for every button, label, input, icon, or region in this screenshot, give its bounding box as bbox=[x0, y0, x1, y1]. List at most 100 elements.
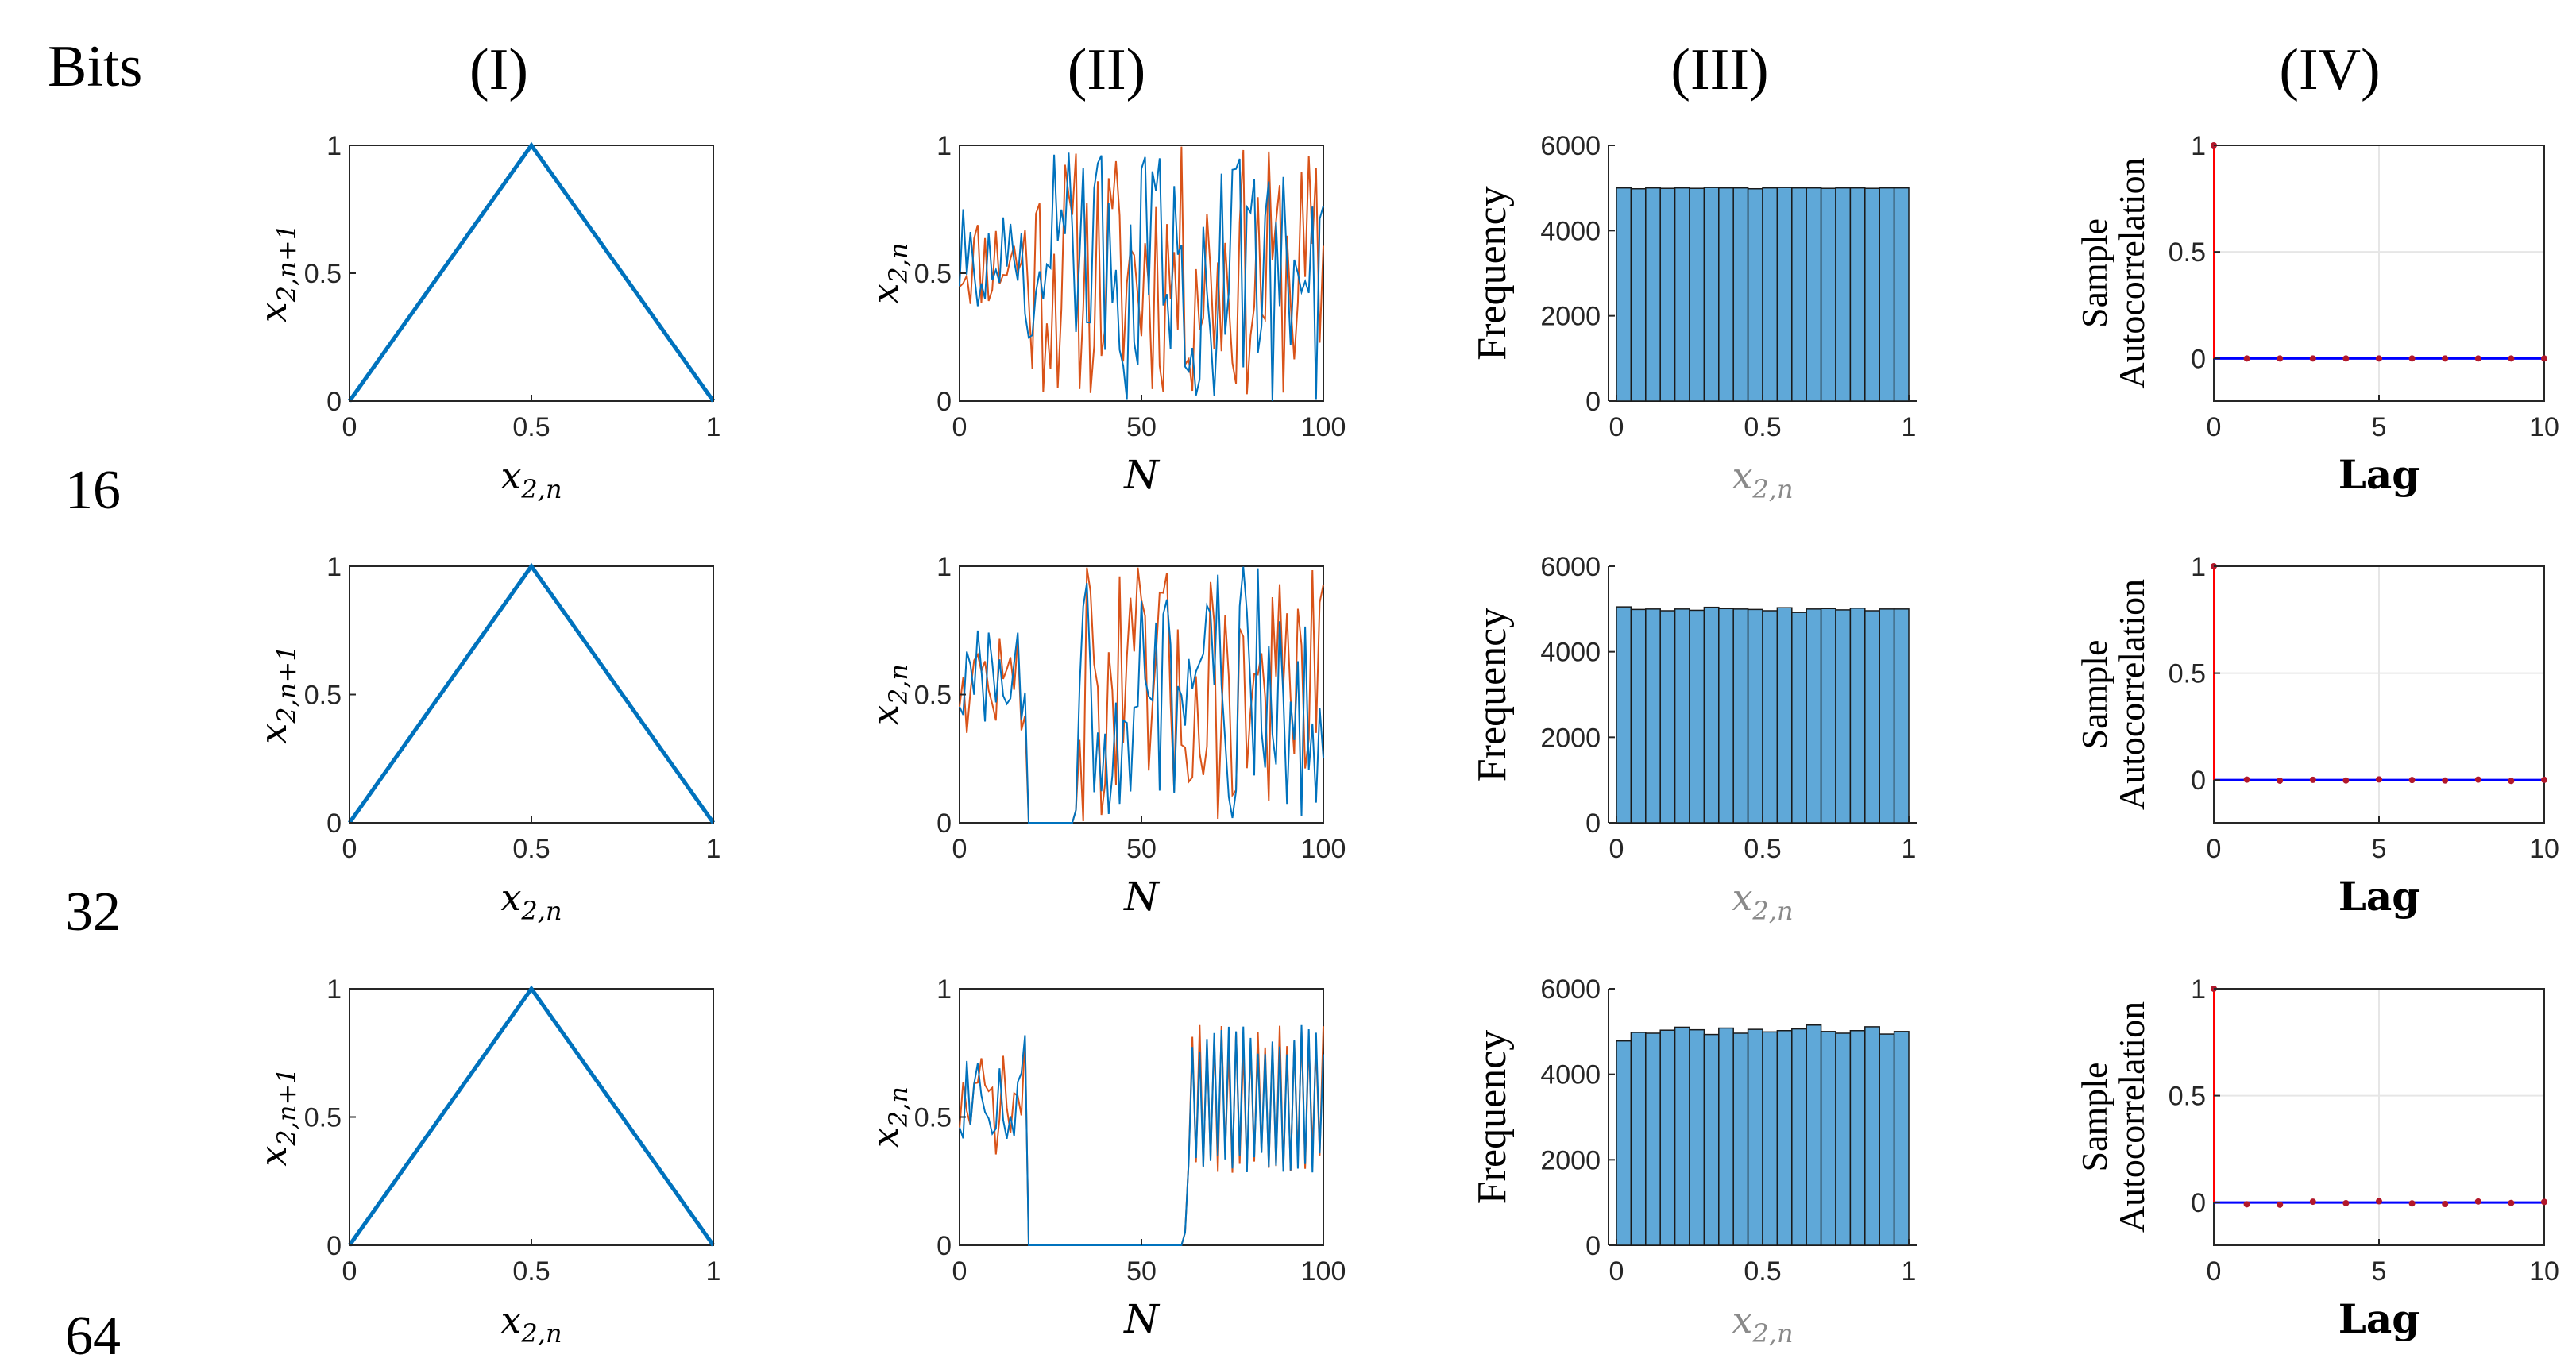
tent-panel-1-xtick-label: 0 bbox=[342, 412, 357, 442]
trajectory-panel-1-series-2 bbox=[959, 152, 1324, 401]
tent-panel-2-ytick-label: 0.5 bbox=[304, 681, 342, 711]
histogram-panel-1-bar bbox=[1835, 187, 1852, 402]
tent-panel-3-frame bbox=[349, 988, 714, 1246]
tent-panel-1-xtick-label: 1 bbox=[706, 412, 721, 442]
histogram-panel-3-ytick-label: 4000 bbox=[1540, 1060, 1601, 1090]
histogram-panel-2-xlabel: x2,n bbox=[1732, 876, 1793, 926]
acf-panel-1-xtick-label: 0 bbox=[2207, 412, 2222, 442]
tent-panel-3-ylabel: x2,n+1 bbox=[252, 1067, 302, 1166]
histogram-panel-3-bar bbox=[1879, 1033, 1895, 1246]
histogram-panel-1-bar bbox=[1806, 187, 1822, 402]
histogram-panel-1-bar bbox=[1645, 187, 1661, 402]
tent-panel-3-ytick-label: 1 bbox=[326, 974, 342, 1005]
histogram-panel-2-bar bbox=[1616, 606, 1632, 824]
histogram-panel-3-xtick-label: 0.5 bbox=[1744, 1256, 1781, 1287]
acf-panel-1-point bbox=[2309, 355, 2316, 362]
acf-panel-2-ytick-label: 0.5 bbox=[2169, 659, 2206, 689]
acf-panel-1-point bbox=[2508, 355, 2515, 362]
histogram-panel-2-ytick-label: 6000 bbox=[1540, 552, 1601, 582]
column-title-i: (I) bbox=[469, 37, 528, 102]
tent-panel-3-tent-line bbox=[347, 985, 716, 1247]
acf-panel-2-point bbox=[2541, 776, 2547, 783]
histogram-panel-1-bar bbox=[1732, 187, 1749, 402]
histogram-panel-1-bar bbox=[1616, 187, 1632, 402]
acf-panel-3-ytick-label: 0 bbox=[2191, 1188, 2206, 1218]
histogram-panel-1-bar bbox=[1879, 187, 1895, 402]
trajectory-panel-3-xtick-label: 100 bbox=[1301, 1256, 1346, 1287]
acf-panel-3-point bbox=[2277, 1201, 2284, 1208]
tent-panel-2-xtick-label: 0 bbox=[342, 834, 357, 864]
histogram-panel-1-xtick-label: 1 bbox=[1902, 412, 1917, 442]
trajectory-panel-1-ylabel: x2,n bbox=[863, 242, 913, 303]
tent-panel-2-ytick-label: 0 bbox=[326, 808, 342, 839]
acf-panel-3-point bbox=[2508, 1199, 2515, 1206]
acf-panel-3-point bbox=[2376, 1198, 2382, 1205]
tent-panel-1-frame bbox=[349, 145, 714, 402]
acf-panel-2-xtick-label: 5 bbox=[2372, 834, 2387, 864]
acf-panel-1-point bbox=[2243, 355, 2250, 362]
histogram-panel-3-bar bbox=[1806, 1024, 1822, 1246]
histogram-panel-1-xlabel: x2,n bbox=[1732, 454, 1793, 504]
histogram-panel-3-bar bbox=[1893, 1031, 1910, 1246]
histogram-panel-2-bar bbox=[1879, 608, 1895, 824]
trajectory-panel-3-xtick-label: 50 bbox=[1126, 1256, 1157, 1287]
trajectory-panel-2-xtick-label: 50 bbox=[1126, 834, 1157, 864]
acf-panel-2-point bbox=[2243, 776, 2250, 783]
acf-panel-1-ytick-label: 1 bbox=[2191, 131, 2206, 161]
tent-panel-2-xtick-label: 1 bbox=[706, 834, 721, 864]
histogram-panel-2-bar bbox=[1689, 609, 1705, 824]
trajectory-panel-2-series-2 bbox=[959, 566, 1324, 824]
acf-panel-2-xlabel: Lag bbox=[2338, 873, 2420, 920]
histogram-panel-1-bar bbox=[1703, 187, 1720, 402]
trajectory-panel-1-xtick-label: 100 bbox=[1301, 412, 1346, 442]
histogram-panel-2-xtick-label: 0 bbox=[1609, 834, 1624, 864]
histogram-panel-2-bar bbox=[1864, 610, 1880, 824]
histogram-panel-3-bar bbox=[1849, 1030, 1866, 1246]
acf-panel-1-point bbox=[2442, 355, 2449, 362]
acf-panel-1-xtick-label: 10 bbox=[2529, 412, 2559, 442]
trajectory-panel-3-ylabel: x2,n bbox=[863, 1086, 913, 1148]
histogram-panel-3-bar bbox=[1645, 1032, 1661, 1246]
acf-panel-1-ylabel-line2: Autocorrelation bbox=[2111, 157, 2152, 388]
row-label-64: 64 bbox=[65, 1306, 121, 1366]
trajectory-panel-3-xtick-label: 0 bbox=[952, 1256, 967, 1287]
tent-panel-2-xlabel: x2,n bbox=[500, 876, 562, 926]
acf-panel-1-xtick-label: 5 bbox=[2372, 412, 2387, 442]
histogram-panel-2-bar bbox=[1703, 606, 1720, 824]
histogram-panel-2-bar bbox=[1791, 612, 1807, 824]
histogram-panel-1-bar bbox=[1674, 187, 1690, 402]
tent-panel-3-xlabel: x2,n bbox=[500, 1298, 562, 1349]
trajectory-panel-2-ytick-label: 0 bbox=[937, 808, 952, 839]
histogram-panel-1-ytick-label: 2000 bbox=[1540, 302, 1601, 332]
histogram-panel-3-xlabel: x2,n bbox=[1732, 1298, 1793, 1349]
histogram-panel-2-bar bbox=[1820, 608, 1836, 824]
column-title-iii: (III) bbox=[1670, 37, 1768, 102]
acf-panel-1-point bbox=[2342, 355, 2350, 362]
trajectory-panel-3-ytick-label: 0 bbox=[937, 1231, 952, 1261]
acf-panel-3-ylabel-line1: Sample bbox=[2074, 1063, 2114, 1172]
histogram-panel-1-ytick-label: 4000 bbox=[1540, 216, 1601, 246]
trajectory-panel-1-series-1 bbox=[959, 146, 1324, 395]
acf-panel-3-point bbox=[2243, 1201, 2250, 1208]
histogram-panel-2-bar bbox=[1718, 608, 1734, 824]
histogram-panel-3-bar bbox=[1732, 1032, 1749, 1246]
histogram-panel-2-bar bbox=[1806, 608, 1822, 824]
histogram-panel-3-xtick-label: 0 bbox=[1609, 1256, 1624, 1287]
histogram-panel-2-xtick-label: 0.5 bbox=[1744, 834, 1781, 864]
tent-panel-3-ytick-label: 0 bbox=[326, 1231, 342, 1261]
trajectory-panel-2-xlabel: N bbox=[1123, 874, 1161, 920]
histogram-panel-2-ytick-label: 2000 bbox=[1540, 723, 1601, 753]
acf-panel-3-ytick-label: 1 bbox=[2191, 974, 2206, 1005]
trajectory-panel-2-ytick-label: 0.5 bbox=[914, 681, 952, 711]
trajectory-panel-1-xtick-label: 0 bbox=[952, 412, 967, 442]
histogram-panel-3-bar bbox=[1776, 1030, 1793, 1246]
acf-panel-2-point bbox=[2442, 777, 2449, 784]
histogram-panel-3-bar bbox=[1616, 1040, 1632, 1246]
trajectory-panel-3-xlabel: N bbox=[1123, 1296, 1161, 1342]
histogram-panel-2-bar bbox=[1849, 608, 1866, 824]
acf-panel-3-xtick-label: 10 bbox=[2529, 1256, 2559, 1287]
histogram-panel-2-bar bbox=[1645, 608, 1661, 824]
trajectory-panel-3-ytick-label: 1 bbox=[937, 974, 952, 1005]
